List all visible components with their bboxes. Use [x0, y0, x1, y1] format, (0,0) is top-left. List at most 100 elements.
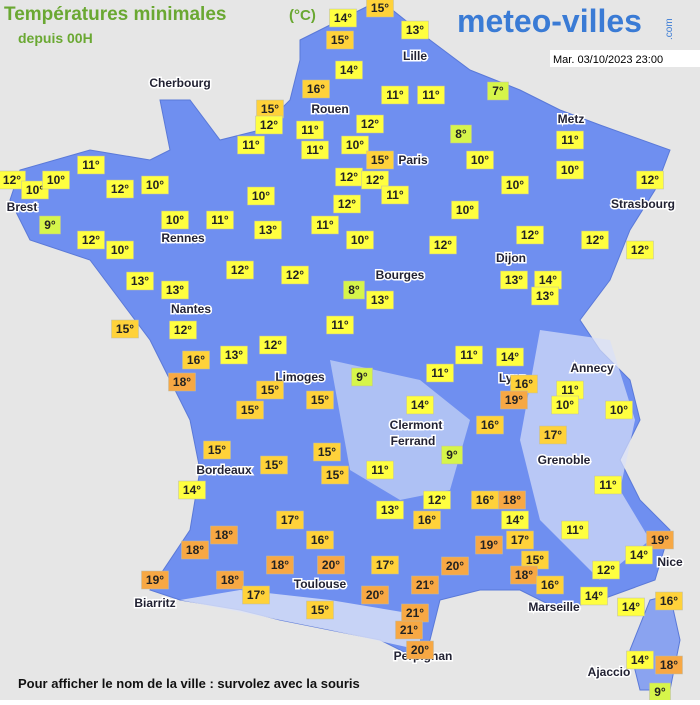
- temperature-box: [556, 130, 584, 150]
- temperature-box: [302, 79, 330, 99]
- temperature-label: 14°: [329, 8, 357, 28]
- temperature-label: 10°: [346, 230, 374, 250]
- temperature-value: 15°: [265, 458, 283, 472]
- city-name: Lille: [403, 49, 427, 63]
- temperature-label: 16°: [536, 575, 564, 595]
- temperature-label: 17°: [276, 510, 304, 530]
- subtitle: depuis 00H: [18, 30, 93, 46]
- temperature-box: [551, 395, 579, 415]
- temperature-label: 10°: [605, 400, 633, 420]
- temperature-value: 10°: [252, 189, 270, 203]
- city-name: Dijon: [496, 251, 526, 265]
- temperature-box: [335, 60, 363, 80]
- temperature-box: [646, 530, 674, 550]
- temperature-value: 12°: [366, 173, 384, 187]
- temperature-value: 16°: [476, 493, 494, 507]
- temperature-box: [106, 240, 134, 260]
- temperature-value: 19°: [505, 393, 523, 407]
- temperature-label: 15°: [321, 465, 349, 485]
- temperature-value: 11°: [211, 213, 229, 227]
- city-name: Rouen: [311, 102, 348, 116]
- temperature-box: [333, 194, 361, 214]
- temperature-label: 11°: [366, 460, 394, 480]
- temperature-value: 14°: [411, 398, 429, 412]
- temperature-value: 12°: [174, 323, 192, 337]
- temperature-value: 15°: [208, 443, 226, 457]
- temperature-box: [106, 179, 134, 199]
- temperature-box: [381, 185, 409, 205]
- temperature-label: 11°: [77, 155, 105, 175]
- temperature-value: 10°: [506, 178, 524, 192]
- temperature-value: 12°: [231, 263, 249, 277]
- temperature-label: 19°: [475, 535, 503, 555]
- temperature-label: 15°: [521, 550, 549, 570]
- temperature-value: 18°: [221, 573, 239, 587]
- temperature-value: 9°: [356, 370, 368, 384]
- temperature-box: [539, 425, 567, 445]
- temperature-label: 12°: [333, 194, 361, 214]
- temperature-label: 10°: [466, 150, 494, 170]
- temperature-label: 16°: [471, 490, 499, 510]
- temperature-label: 21°: [411, 575, 439, 595]
- temperature-label: 15°: [366, 150, 394, 170]
- temperature-box: [429, 235, 457, 255]
- temperature-box: [426, 363, 454, 383]
- temperature-label: 15°: [306, 390, 334, 410]
- temperature-value: 10°: [556, 398, 574, 412]
- city-name: Paris: [398, 153, 428, 167]
- temperature-value: 18°: [186, 543, 204, 557]
- temperature-label: 11°: [426, 363, 454, 383]
- temperature-box: [451, 200, 479, 220]
- temperature-label: 18°: [510, 565, 538, 585]
- temperature-label: 19°: [141, 570, 169, 590]
- temperature-label: 17°: [539, 425, 567, 445]
- relief: [330, 360, 470, 500]
- logo-suffix: .com: [664, 18, 675, 40]
- temperature-value: 8°: [348, 283, 360, 297]
- temperature-box: [242, 585, 270, 605]
- temperature-box: [256, 380, 284, 400]
- temperature-value: 14°: [506, 513, 524, 527]
- temperature-box: [366, 290, 394, 310]
- temperature-value: 19°: [146, 573, 164, 587]
- temperature-value: 10°: [456, 203, 474, 217]
- temperature-label: 19°: [500, 390, 528, 410]
- temperature-box: [371, 555, 399, 575]
- temperature-label: 20°: [406, 640, 434, 660]
- temperature-label: 16°: [655, 591, 683, 611]
- temperature-label: 15°: [306, 600, 334, 620]
- temperature-value: 14°: [622, 600, 640, 614]
- temperature-label: 20°: [317, 555, 345, 575]
- city-name: Grenoble: [538, 453, 591, 467]
- temperature-box: [487, 81, 509, 101]
- footer: Pour afficher le nom de la ville : survo…: [18, 676, 360, 691]
- temperature-box: [506, 530, 534, 550]
- temperature-value: 16°: [187, 353, 205, 367]
- temperature-box: [636, 170, 664, 190]
- temperature-label: 15°: [326, 30, 354, 50]
- temperature-box: [301, 140, 329, 160]
- temperature-value: 15°: [261, 102, 279, 116]
- temperature-label: 14°: [335, 60, 363, 80]
- temperature-value: 12°: [361, 117, 379, 131]
- temperature-box: [531, 286, 559, 306]
- temperature-value: 11°: [460, 348, 478, 362]
- temperature-box: [254, 220, 282, 240]
- temperature-label: 14°: [580, 586, 608, 606]
- temperature-box: [141, 175, 169, 195]
- city-name: Bordeaux: [196, 463, 252, 477]
- temperature-label: 20°: [361, 585, 389, 605]
- temperature-label: 12°: [169, 320, 197, 340]
- temperature-label: 9°: [441, 445, 463, 465]
- temperature-label: 12°: [626, 240, 654, 260]
- temperature-value: 17°: [544, 428, 562, 442]
- temperature-box: [237, 135, 265, 155]
- temperature-box: [21, 180, 49, 200]
- temperature-box: [326, 315, 354, 335]
- temperature-label: 12°: [226, 260, 254, 280]
- city-name: Annecy: [570, 361, 614, 375]
- temperature-label: 8°: [450, 124, 472, 144]
- timestamp: Mar. 03/10/2023 23:00: [553, 54, 663, 66]
- temperature-box: [366, 0, 394, 18]
- temperature-box: [351, 367, 373, 387]
